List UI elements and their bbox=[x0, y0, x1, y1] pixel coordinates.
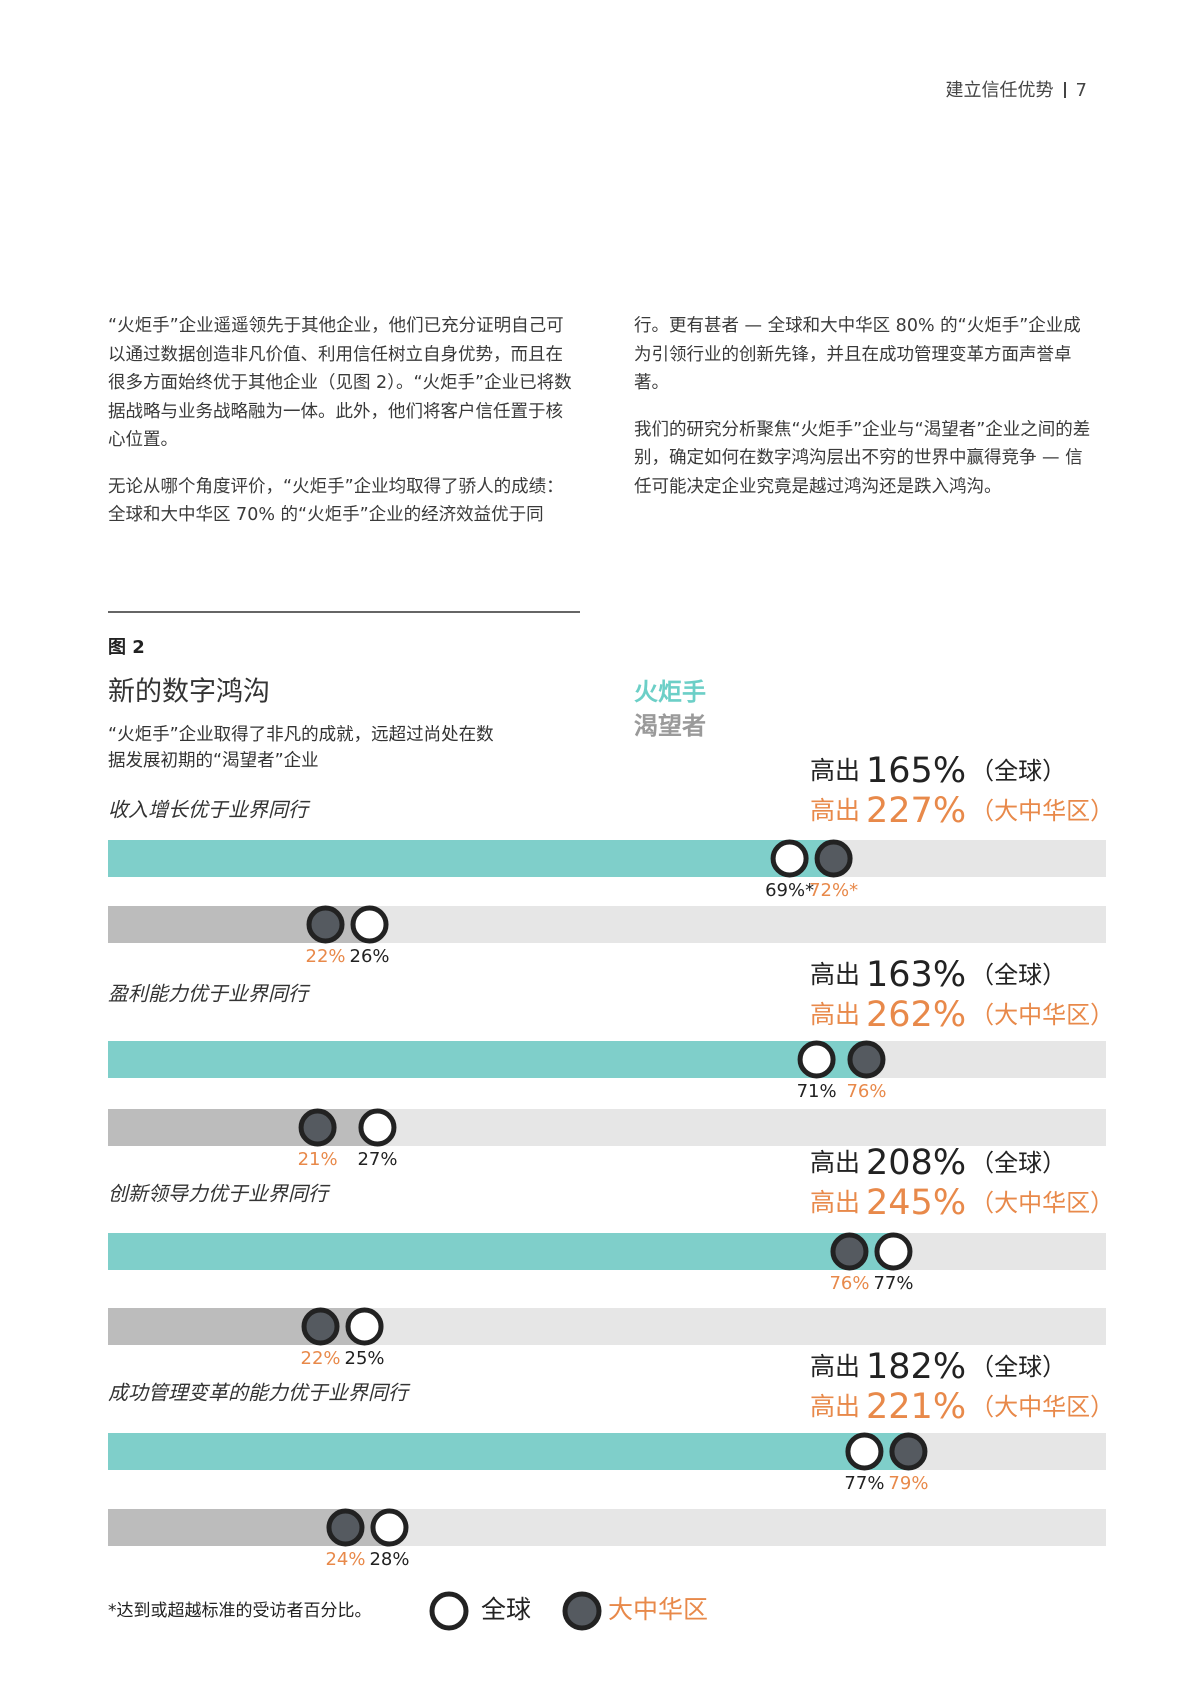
callout: 高出 208% （全球） bbox=[810, 1143, 1066, 1183]
callout-suffix: （大中华区） bbox=[970, 1189, 1114, 1217]
legend-greater-china: 大中华区 bbox=[608, 1595, 708, 1624]
callout-value: 227% bbox=[866, 791, 966, 831]
bar bbox=[108, 1233, 894, 1270]
callout-prefix: 高出 bbox=[810, 756, 860, 785]
callout-value: 165% bbox=[866, 751, 966, 791]
category-label: 收入增长优于业界同行 bbox=[108, 798, 311, 822]
callout-suffix: （大中华区） bbox=[970, 797, 1114, 825]
chart-subtitle: “火炬手”企业取得了非凡的成就，远超过尚处在数据发展初期的“渴望者”企业 bbox=[108, 725, 494, 771]
chart-title: 新的数字鸿沟 bbox=[108, 677, 270, 708]
paragraph: 我们的研究分析聚焦“火炬手”企业与“渴望者”企业之间的差别，确定如何在数字鸿沟层… bbox=[634, 419, 1091, 497]
bar bbox=[108, 1109, 378, 1146]
dot-greater-china bbox=[326, 1508, 365, 1547]
body-text: “火炬手”企业遥遥领先于其他企业，他们已充分证明自己可以通过数据创造非凡价值、利… bbox=[108, 312, 1098, 536]
bar bbox=[108, 840, 834, 877]
dot-global bbox=[797, 1040, 836, 1079]
category-label: 创新领导力优于业界同行 bbox=[108, 1182, 331, 1206]
callout: 高出 165% （全球） bbox=[810, 751, 1066, 791]
category-label: 成功管理变革的能力优于业界同行 bbox=[108, 1381, 411, 1405]
value-label: 22% bbox=[306, 946, 346, 967]
callout: 高出 245% （大中华区） bbox=[810, 1183, 1114, 1223]
dot-global bbox=[370, 1508, 409, 1547]
paragraph: 无论从哪个角度评价，“火炬手”企业均取得了骄人的成绩：全球和大中华区 70% 的… bbox=[108, 316, 1081, 525]
callout: 高出 182% （全球） bbox=[810, 1347, 1066, 1387]
callout-prefix: 高出 bbox=[810, 1188, 860, 1217]
dot-greater-china bbox=[306, 905, 345, 944]
callout: 高出 163% （全球） bbox=[810, 955, 1066, 995]
value-label: 21% bbox=[298, 1149, 338, 1170]
callout-prefix: 高出 bbox=[810, 1000, 860, 1029]
value-label: 24% bbox=[325, 1549, 365, 1570]
callout-value: 163% bbox=[866, 955, 966, 995]
value-label: 27% bbox=[357, 1149, 397, 1170]
dot-greater-china bbox=[830, 1232, 869, 1271]
dot-greater-china bbox=[889, 1432, 928, 1471]
subtitle-line: 据发展初期的“渴望者”企业 bbox=[108, 751, 319, 771]
callout-suffix: （全球） bbox=[970, 757, 1066, 785]
legend-dot-greater-china bbox=[562, 1591, 602, 1631]
paragraph: “火炬手”企业遥遥领先于其他企业，他们已充分证明自己可以通过数据创造非凡价值、利… bbox=[108, 316, 572, 450]
value-label: 77% bbox=[844, 1473, 884, 1494]
callout-prefix: 高出 bbox=[810, 960, 860, 989]
legend-entry: 火炬手 bbox=[634, 678, 706, 706]
page-number: 7 bbox=[1075, 80, 1087, 101]
category-label: 盈利能力优于业界同行 bbox=[108, 982, 311, 1006]
section-title: 建立信任优势 bbox=[945, 80, 1054, 101]
dot-greater-china bbox=[847, 1040, 886, 1079]
value-label: 28% bbox=[369, 1549, 409, 1570]
callout-value: 221% bbox=[866, 1387, 966, 1427]
callout: 高出 227% （大中华区） bbox=[810, 791, 1114, 831]
callout-value: 245% bbox=[866, 1183, 966, 1223]
value-label: 69%* bbox=[765, 880, 814, 901]
legend-dot-global bbox=[429, 1591, 469, 1631]
value-label: 72%* bbox=[809, 880, 858, 901]
value-label: 76% bbox=[846, 1081, 886, 1102]
callout-prefix: 高出 bbox=[810, 796, 860, 825]
dot-global bbox=[358, 1108, 397, 1147]
callout: 高出 221% （大中华区） bbox=[810, 1387, 1114, 1427]
callout-suffix: （大中华区） bbox=[970, 1393, 1114, 1421]
dot-greater-china bbox=[298, 1108, 337, 1147]
callout: 高出 262% （大中华区） bbox=[810, 995, 1114, 1035]
value-label: 22% bbox=[301, 1348, 341, 1369]
legend-entry: 渴望者 bbox=[634, 712, 706, 740]
dot-greater-china bbox=[814, 839, 853, 878]
bar bbox=[108, 1433, 909, 1470]
callout-prefix: 高出 bbox=[810, 1352, 860, 1381]
callout-value: 182% bbox=[866, 1347, 966, 1387]
callout-suffix: （全球） bbox=[970, 961, 1066, 989]
value-label: 77% bbox=[873, 1273, 913, 1294]
callout-prefix: 高出 bbox=[810, 1392, 860, 1421]
value-label: 26% bbox=[350, 946, 390, 967]
callout-value: 208% bbox=[866, 1143, 966, 1183]
value-label: 79% bbox=[888, 1473, 928, 1494]
callout-suffix: （大中华区） bbox=[970, 1001, 1114, 1029]
dot-greater-china bbox=[301, 1307, 340, 1346]
dot-global bbox=[350, 905, 389, 944]
bar bbox=[108, 1041, 867, 1078]
page-header: 建立信任优势 7 bbox=[946, 76, 1087, 102]
dot-global bbox=[845, 1432, 884, 1471]
dot-global bbox=[345, 1307, 384, 1346]
callout-value: 262% bbox=[866, 995, 966, 1035]
figure-label: 图 2 bbox=[108, 637, 145, 658]
value-label: 25% bbox=[345, 1348, 385, 1369]
legend-global: 全球 bbox=[481, 1595, 531, 1624]
subtitle-line: “火炬手”企业取得了非凡的成就，远超过尚处在数 bbox=[108, 725, 494, 745]
dot-global bbox=[770, 839, 809, 878]
dot-global bbox=[874, 1232, 913, 1271]
callout-suffix: （全球） bbox=[970, 1149, 1066, 1177]
value-label: 76% bbox=[829, 1273, 869, 1294]
callout-suffix: （全球） bbox=[970, 1353, 1066, 1381]
footnote: *达到或超越标准的受访者百分比。 bbox=[108, 1601, 372, 1621]
value-label: 71% bbox=[797, 1081, 837, 1102]
callout-prefix: 高出 bbox=[810, 1148, 860, 1177]
